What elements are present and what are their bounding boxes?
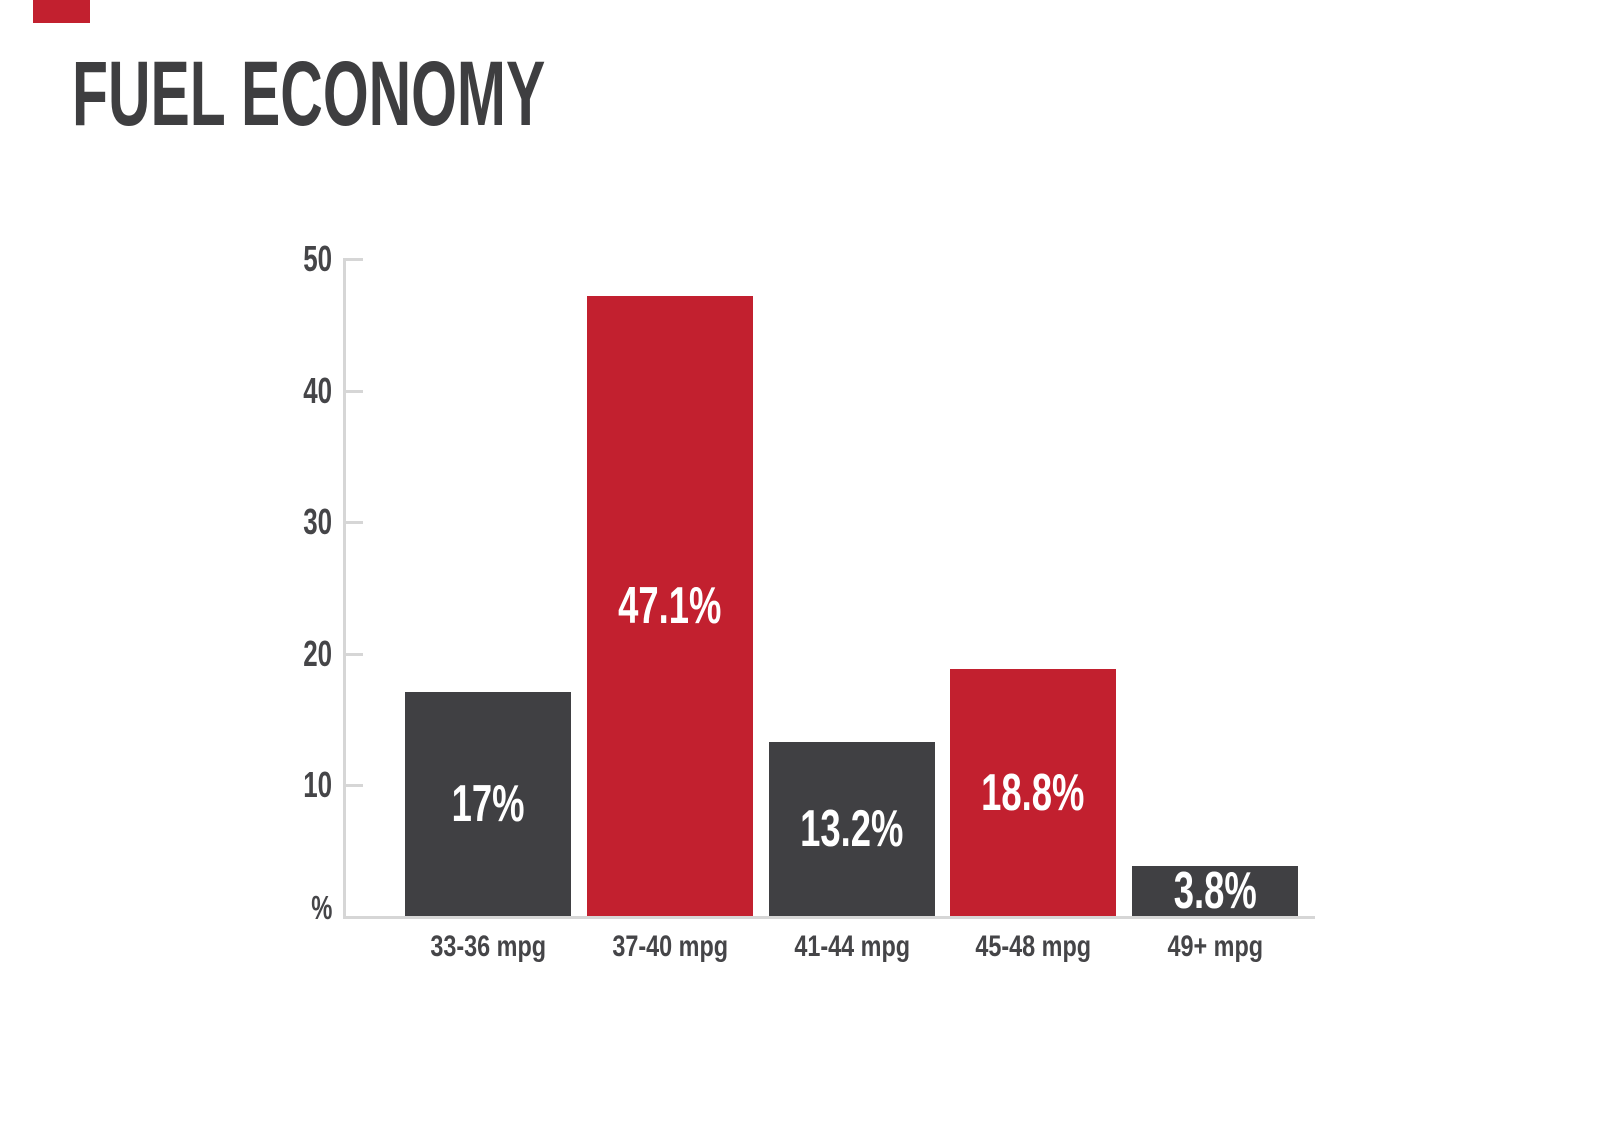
y-tick-label: 20 (212, 636, 332, 672)
x-axis-line (343, 916, 1315, 919)
red-accent-rect (33, 0, 90, 23)
bar-33-36-mpg: 17% (405, 692, 571, 916)
bar-value-label: 13.2% (800, 800, 904, 858)
bar-37-40-mpg: 47.1% (587, 296, 753, 916)
y-axis-line (343, 258, 346, 919)
y-tick-label: 30 (212, 504, 332, 540)
y-tick-mark (346, 784, 363, 787)
y-tick-mark (346, 653, 363, 656)
y-tick-label: 40 (212, 373, 332, 409)
bar-value-label: 18.8% (981, 763, 1085, 822)
y-axis-unit-label: % (212, 890, 332, 926)
y-tick-label: 10 (212, 767, 332, 803)
bar-45-48-mpg: 18.8% (950, 669, 1116, 916)
y-tick-label-text: 30 (303, 501, 332, 542)
x-tick-label-text: 37-40 mpg (612, 930, 728, 963)
y-tick-mark (346, 390, 363, 393)
bar-value-label: 17% (451, 775, 525, 833)
bar-49+-mpg: 3.8% (1132, 862, 1298, 920)
y-tick-mark (346, 258, 363, 261)
x-tick-label-text: 49+ mpg (1167, 930, 1263, 963)
y-axis-unit-text: % (310, 889, 332, 926)
y-tick-label-text: 20 (303, 633, 332, 674)
y-tick-label: 50 (212, 241, 332, 277)
y-tick-label-text: 10 (303, 764, 332, 805)
x-tick-label-text: 33-36 mpg (430, 930, 546, 963)
bar-value-label: 47.1% (618, 577, 722, 635)
x-tick-label-text: 45-48 mpg (975, 930, 1091, 963)
y-tick-label-text: 40 (303, 370, 332, 411)
x-tick-label: 49+ mpg (1132, 930, 1298, 964)
x-tick-label: 41-44 mpg (769, 930, 935, 964)
page-title: FUEL ECONOMY (72, 48, 811, 140)
x-tick-label: 45-48 mpg (950, 930, 1116, 964)
y-tick-label-text: 50 (303, 238, 332, 279)
y-tick-mark (346, 521, 363, 524)
x-tick-label: 33-36 mpg (405, 930, 571, 964)
bar-41-44-mpg: 13.2% (769, 742, 935, 916)
page-title-text: FUEL ECONOMY (72, 43, 546, 145)
x-tick-label-text: 41-44 mpg (794, 930, 910, 963)
bar-value-label: 3.8% (1173, 862, 1257, 920)
x-tick-label: 37-40 mpg (587, 930, 753, 964)
